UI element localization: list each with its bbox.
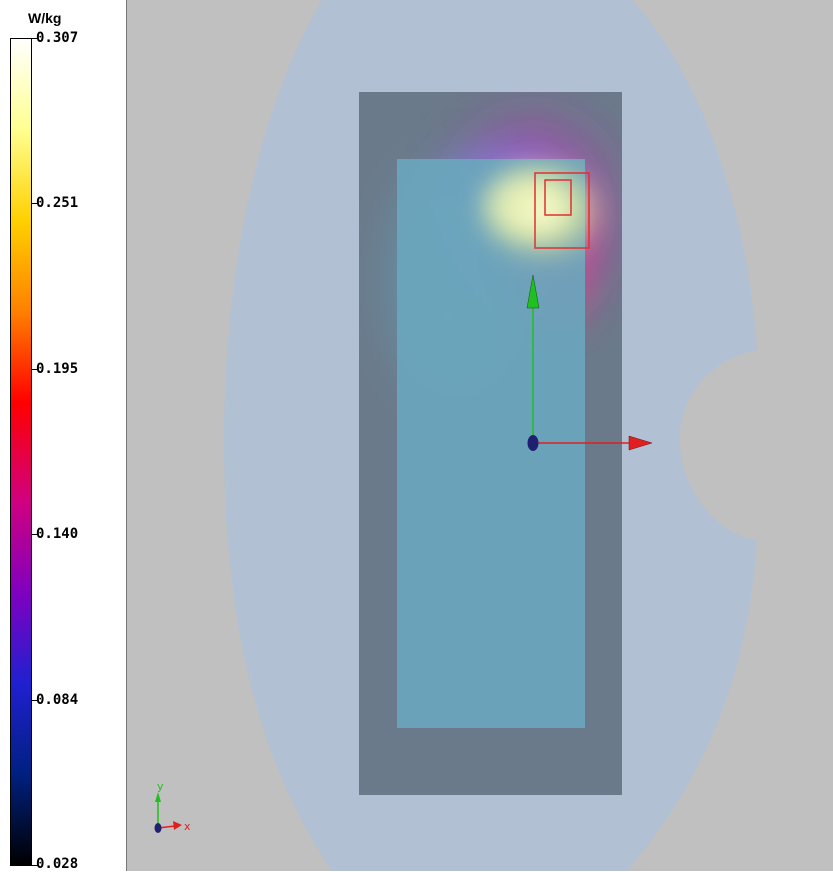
tick-label: 0.195 (36, 361, 79, 377)
tick-label-min: 0.028 (36, 856, 79, 872)
tick-label-max: 0.307 (36, 30, 79, 46)
coordinate-axes-icon: y x (154, 780, 191, 833)
colorbar (10, 38, 32, 866)
tick-mark (32, 865, 38, 866)
tick-label: 0.251 (36, 195, 79, 211)
x-arrow-head (628, 435, 653, 451)
measurement-box-inner (544, 179, 572, 216)
tick-label: 0.084 (36, 692, 79, 708)
tick-label: 0.140 (36, 526, 79, 542)
3d-viewport[interactable]: y x (126, 0, 833, 871)
y-arrow-head (526, 274, 540, 309)
axis-label-x: x (184, 820, 191, 833)
tick-mark (32, 700, 38, 701)
axis-label-y: y (157, 780, 164, 793)
tick-mark (32, 534, 38, 535)
color-legend: W/kg 0.307 0.251 0.195 0.140 0.084 0.028 (0, 0, 125, 871)
measurement-box-outer (534, 172, 590, 249)
origin-marker (527, 435, 539, 451)
tick-mark (32, 203, 38, 204)
tick-mark (32, 369, 38, 370)
sar-scene: y x (154, 0, 757, 871)
tick-mark (32, 38, 38, 39)
legend-unit: W/kg (28, 10, 62, 26)
